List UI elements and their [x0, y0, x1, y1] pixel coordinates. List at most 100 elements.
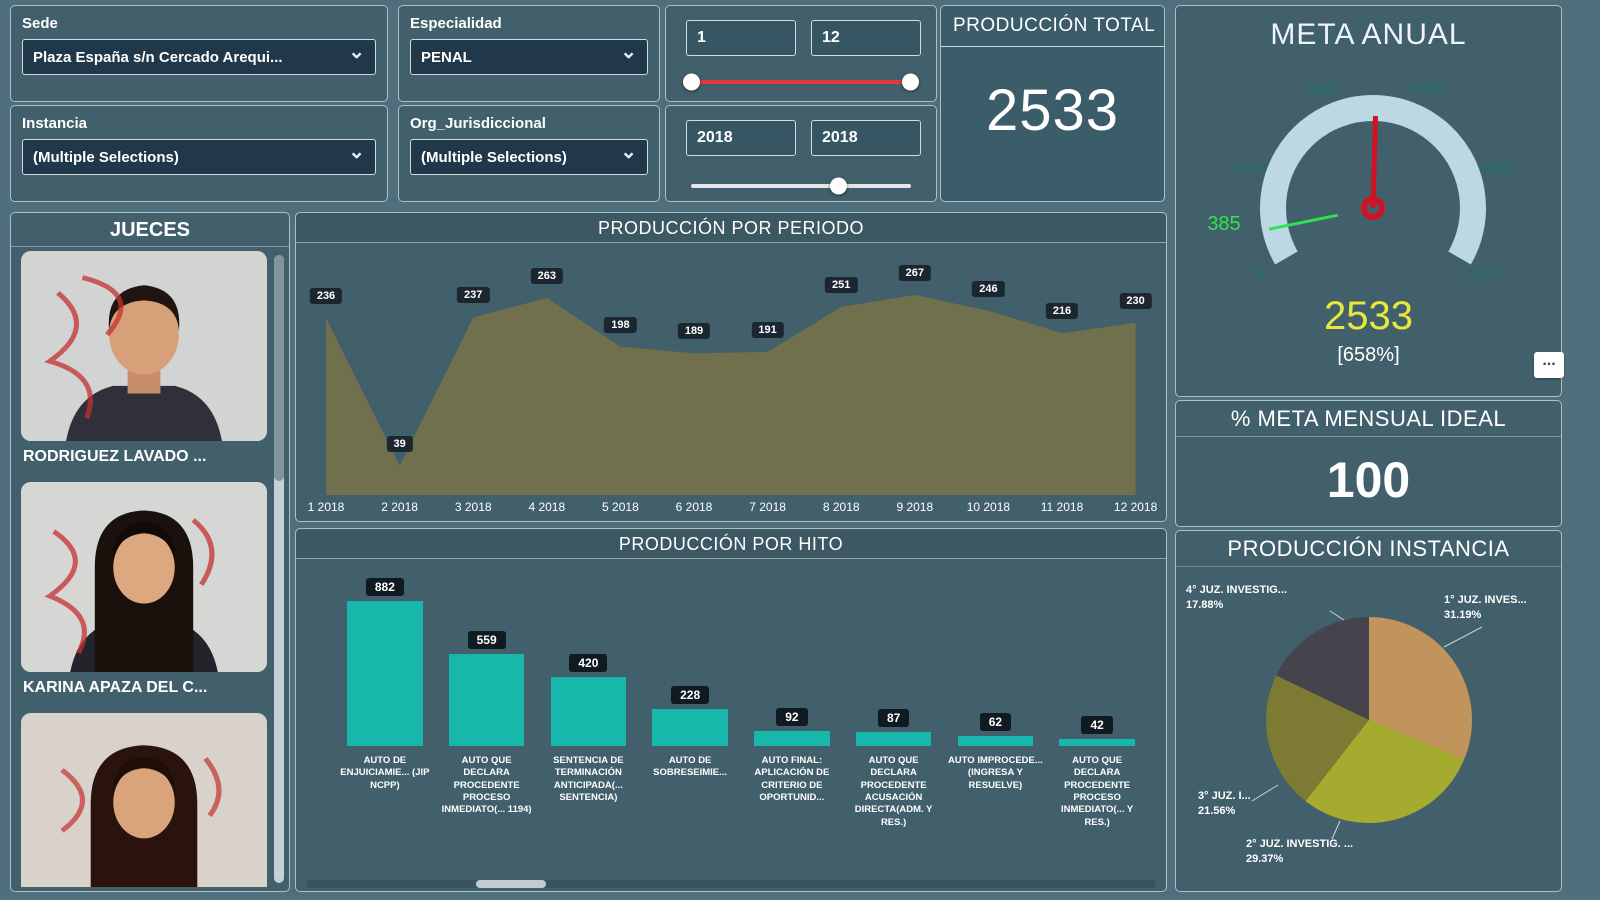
chevron-down-icon: ⌄ [348, 41, 365, 63]
bar-column[interactable]: 559 AUTO QUE DECLARA PROCEDENTE PROCESO I… [436, 563, 538, 877]
bar-data-label: 42 [1081, 716, 1113, 734]
bar-column[interactable]: 228 AUTO DE SOBRESEIMIE... [639, 563, 741, 877]
gauge-tick-label: 2000 [1303, 81, 1336, 98]
produccion-instancia-title: PRODUCCIÓN INSTANCIA [1176, 531, 1561, 567]
year-slider[interactable] [691, 177, 911, 195]
x-axis-label: 10 2018 [966, 500, 1011, 514]
area-data-label: 191 [751, 321, 784, 338]
area-data-label: 263 [530, 267, 563, 284]
pie-label-1: 1° JUZ. INVES... 31.19% [1444, 594, 1527, 622]
chevron-down-icon: ⌄ [620, 141, 637, 163]
bar-column[interactable]: 882 AUTO DE ENJUICIAMIE... (JIP NCPP) [334, 563, 436, 877]
scrollbar-thumb[interactable] [274, 255, 284, 482]
produccion-total-card: PRODUCCIÓN TOTAL 2533 [940, 5, 1165, 202]
instancia-dropdown[interactable]: (Multiple Selections) ⌄ [22, 139, 376, 175]
pie-chart[interactable]: 4° JUZ. INVESTIG... 17.88% 1° JUZ. INVES… [1182, 571, 1555, 885]
year-slider-handle[interactable] [829, 177, 847, 195]
month-to-input[interactable]: 12 [811, 20, 921, 56]
x-axis-label: 7 2018 [749, 500, 786, 514]
instancia-label: Instancia [22, 115, 88, 132]
org-dropdown[interactable]: (Multiple Selections) ⌄ [410, 139, 648, 175]
pie-label-2: 2° JUZ. INVESTIG. ... 29.37% [1246, 838, 1354, 866]
area-data-label: 189 [677, 323, 711, 340]
bar[interactable] [550, 677, 627, 746]
month-slider-left-handle[interactable] [683, 73, 700, 91]
bar-column[interactable]: 62 AUTO IMPROCEDE... (INGRESA Y RESUELVE) [945, 563, 1047, 877]
area-data-label: 246 [972, 280, 1005, 297]
bar-category-label: AUTO QUE DECLARA PROCEDENTE ACUSACIÓN DI… [854, 755, 933, 828]
pie-label-3: 3° JUZ. I... 21.56% [1198, 790, 1251, 818]
bar[interactable] [855, 732, 932, 746]
more-options-button[interactable]: ... [1534, 352, 1564, 378]
jueces-list[interactable]: RODRIGUEZ LAVADO ... KARINA APAZA DEL C.… [21, 251, 267, 887]
bar[interactable] [448, 654, 525, 746]
area-data-label: 267 [898, 265, 931, 281]
list-item[interactable]: KARINA APAZA DEL C... [21, 482, 267, 697]
gauge-target-value: 385 [1207, 213, 1240, 235]
sede-dropdown[interactable]: Plaza España s/n Cercado Arequi... ⌄ [22, 39, 376, 75]
gauge-tick-label: 3000 [1409, 81, 1442, 98]
especialidad-label: Especialidad [410, 15, 502, 32]
bar-data-label: 92 [776, 708, 808, 726]
area-data-label: 237 [457, 287, 490, 304]
scrollbar[interactable] [274, 255, 284, 883]
bar-data-label: 882 [365, 578, 404, 596]
area-data-label: 198 [604, 316, 637, 333]
x-axis-label: 11 2018 [1040, 500, 1084, 514]
area-data-label: 230 [1119, 292, 1152, 309]
x-axis-label: 4 2018 [528, 500, 566, 514]
bar-column[interactable]: 42 AUTO QUE DECLARA PROCEDENTE PROCESO IN… [1046, 563, 1148, 877]
month-slider-right-handle[interactable] [902, 73, 919, 91]
filter-instancia: Instancia (Multiple Selections) ⌄ [10, 105, 388, 202]
bar[interactable] [1059, 739, 1135, 746]
x-axis: 1 2018 2 2018 3 2018 4 2018 5 2018 6 2018 7 20… [296, 500, 1166, 518]
year-range-slicer: 2018 2018 [665, 105, 937, 202]
gauge-needle [1370, 115, 1378, 209]
bar-category-label: AUTO QUE DECLARA PROCEDENTE PROCESO INME… [1060, 755, 1134, 828]
especialidad-dropdown[interactable]: PENAL ⌄ [410, 39, 648, 75]
periodo-chart-title: PRODUCCIÓN POR PERIODO [296, 213, 1166, 243]
org-label: Org_Jurisdiccional [410, 115, 546, 132]
horizontal-scrollbar[interactable] [306, 880, 1156, 888]
area-data-label: 251 [825, 276, 858, 293]
bar-column[interactable]: 92 AUTO FINAL: APLICACIÓN DE CRITERIO DE … [741, 563, 843, 877]
sede-value: Plaza España s/n Cercado Arequi... [33, 48, 283, 66]
year-to-input[interactable]: 2018 [811, 120, 921, 156]
bar-data-label: 559 [467, 631, 506, 649]
bar-category-label: AUTO IMPROCEDE... (INGRESA Y RESUELVE) [947, 755, 1043, 791]
month-from-input[interactable]: 1 [686, 20, 796, 56]
bar[interactable] [754, 731, 830, 746]
filter-especialidad: Especialidad PENAL ⌄ [398, 5, 660, 102]
instancia-value: (Multiple Selections) [33, 148, 179, 166]
list-item[interactable] [21, 713, 267, 887]
area-data-label: 39 [386, 435, 413, 452]
produccion-por-hito-panel: PRODUCCIÓN POR HITO 882 AUTO DE ENJUICIAM… [295, 528, 1167, 892]
bar[interactable] [652, 709, 728, 746]
bar-category-label: AUTO DE SOBRESEIMIE... [653, 755, 728, 779]
gauge-arc [1260, 95, 1486, 265]
area-chart[interactable]: 236 39 237 263 198 189 191 251 267 246 216 230 [296, 243, 1166, 501]
gauge-tick-label: 0 [1256, 265, 1264, 282]
bar[interactable] [957, 736, 1034, 746]
jueces-panel: JUECES RODRIGUEZ LAVADO ... [10, 212, 290, 892]
bar-column[interactable]: 420 SENTENCIA DE TERMINACIÓN ANTICIPADA(.… [538, 563, 640, 877]
bar-category-label: AUTO DE ENJUICIAMIE... (JIP NCPP) [340, 755, 430, 791]
x-axis-label: 12 2018 [1113, 500, 1158, 514]
year-from-input[interactable]: 2018 [686, 120, 796, 156]
chevron-down-icon: ⌄ [620, 41, 637, 63]
list-item[interactable]: RODRIGUEZ LAVADO ... [21, 251, 267, 466]
gauge-tick-label: 4000 [1480, 160, 1513, 177]
filter-sede: Sede Plaza España s/n Cercado Arequi... … [10, 5, 388, 102]
pie[interactable] [1266, 617, 1472, 823]
gauge-tick-label: 5000 [1469, 265, 1502, 282]
bar-category-label: AUTO FINAL: APLICACIÓN DE CRITERIO DE OP… [754, 755, 830, 804]
month-slider[interactable] [683, 73, 919, 91]
scrollbar-thumb[interactable] [476, 880, 546, 888]
hito-chart-title: PRODUCCIÓN POR HITO [296, 529, 1166, 559]
gauge-chart[interactable]: 0 1000 2000 3000 4000 5000 385 [1176, 58, 1563, 303]
x-axis-label: 1 2018 [307, 500, 345, 514]
bar-chart[interactable]: 882 AUTO DE ENJUICIAMIE... (JIP NCPP) 559 A… [334, 563, 1148, 877]
bar-column[interactable]: 87 AUTO QUE DECLARA PROCEDENTE ACUSACIÓN … [843, 563, 945, 877]
bar[interactable] [347, 601, 423, 746]
